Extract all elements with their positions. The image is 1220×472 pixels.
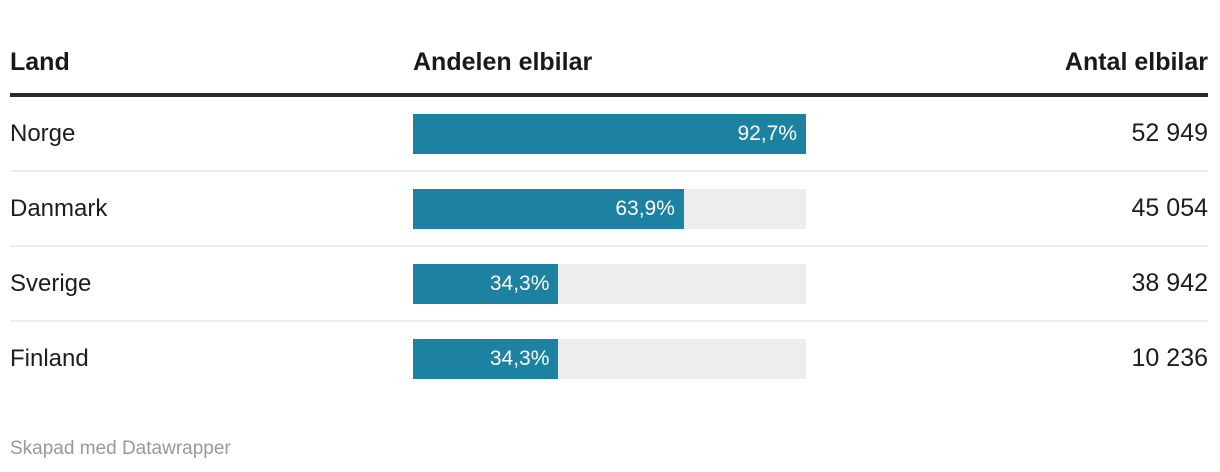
bar-fill-finland: 34,3% (413, 338, 559, 379)
table-body: Norge 92,7% 52 949 Danmark 63,9% 45 054 (10, 97, 1208, 395)
bar-value-label: 34,3% (489, 271, 550, 295)
count-value: 52 949 (1131, 119, 1208, 147)
bar-value-label: 34,3% (489, 346, 550, 370)
count-value: 38 942 (1131, 269, 1208, 297)
country-label: Finland (10, 344, 89, 372)
bar-value-label: 63,9% (615, 196, 675, 220)
count-value: 45 054 (1131, 194, 1208, 222)
country-label: Norge (10, 119, 76, 147)
table-header: Land Andelen elbilar Antal elbilar (10, 50, 1208, 97)
table-row-norge: Norge 92,7% 52 949 (10, 97, 1208, 172)
column-header-count: Antal elbilar (1064, 48, 1208, 76)
bar-track: 34,3% (413, 338, 806, 379)
table-row-finland: Finland 34,3% 10 236 (10, 322, 1208, 395)
bar-fill-sverige: 34,3% (413, 263, 559, 304)
table-row-sverige: Sverige 34,3% 38 942 (10, 247, 1208, 322)
bar-fill-norge: 92,7% (413, 113, 806, 154)
count-value: 10 236 (1131, 344, 1208, 372)
bar-value-label: 92,7% (737, 121, 797, 145)
bar-track: 92,7% (413, 113, 806, 154)
bar-track: 34,3% (413, 263, 806, 304)
bar-fill-danmark: 63,9% (413, 188, 684, 229)
table-row-danmark: Danmark 63,9% 45 054 (10, 172, 1208, 247)
country-label: Danmark (10, 194, 108, 222)
column-header-share: Andelen elbilar (413, 48, 593, 76)
datawrapper-attribution[interactable]: Skapad med Datawrapper (10, 438, 231, 459)
country-label: Sverige (10, 269, 92, 297)
bar-track: 63,9% (413, 188, 806, 229)
column-header-land: Land (10, 48, 70, 76)
